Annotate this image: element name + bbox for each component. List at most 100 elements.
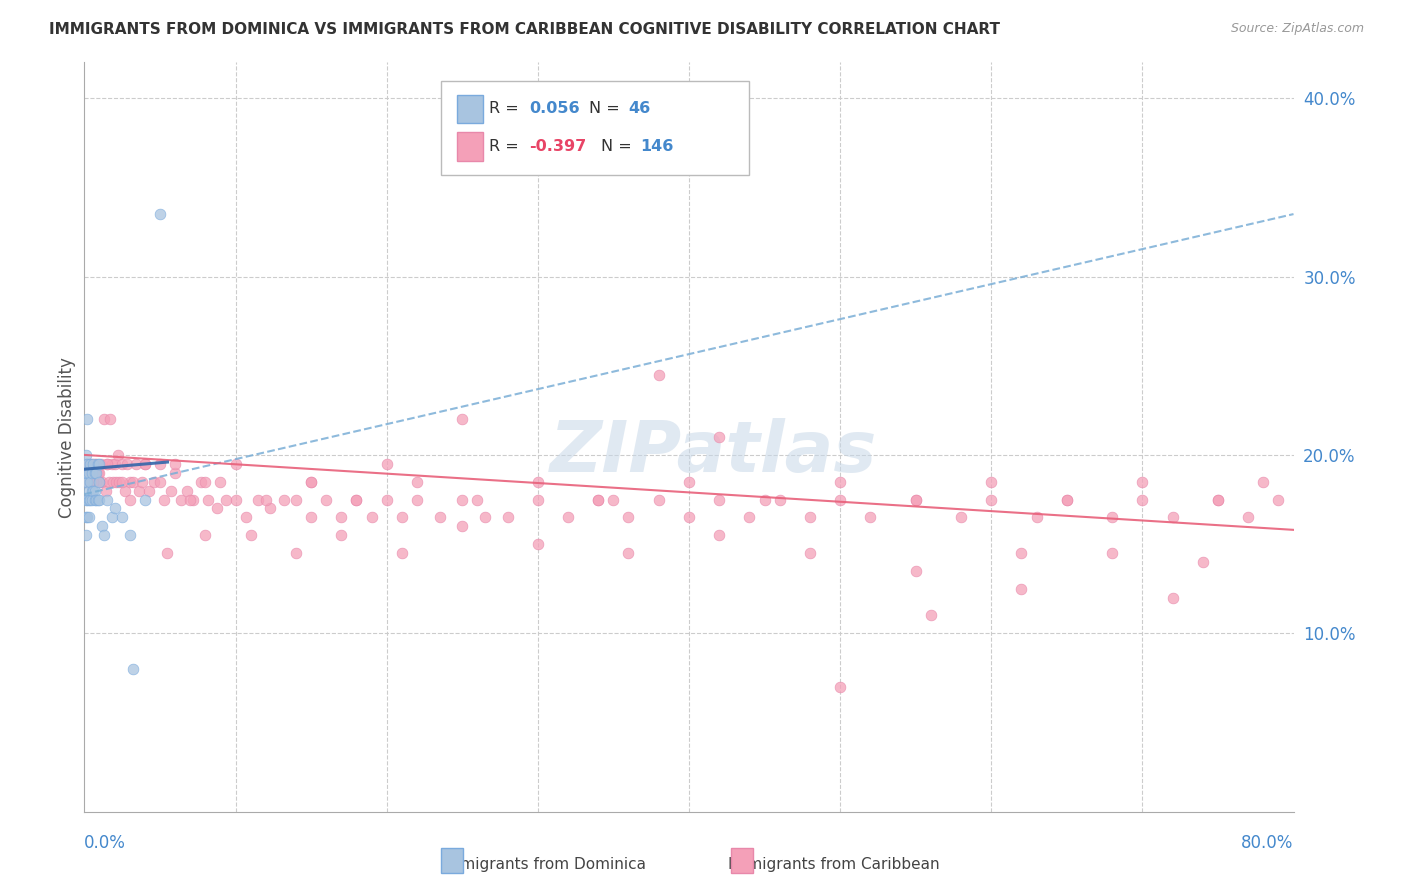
Point	[527, 537, 550, 551]
Point	[82, 475, 104, 489]
Point	[76, 412, 98, 426]
Text: 0.056: 0.056	[529, 102, 579, 116]
Bar	[731, 847, 754, 873]
Point	[1206, 492, 1229, 507]
Point	[134, 457, 156, 471]
Point	[678, 475, 700, 489]
Point	[980, 475, 1002, 489]
Point	[75, 457, 97, 471]
Point	[406, 492, 429, 507]
Point	[96, 457, 118, 471]
Point	[87, 457, 110, 471]
Point	[111, 510, 134, 524]
Point	[87, 466, 110, 480]
Point	[84, 483, 107, 498]
Point	[82, 483, 104, 498]
Point	[799, 546, 821, 560]
Point	[93, 528, 115, 542]
Point	[76, 475, 98, 489]
Point	[104, 457, 127, 471]
Point	[90, 457, 112, 471]
Point	[1056, 492, 1078, 507]
Text: R =: R =	[489, 102, 524, 116]
Point	[1056, 492, 1078, 507]
Point	[738, 510, 761, 524]
Point	[176, 483, 198, 498]
Point	[100, 510, 122, 524]
Point	[225, 457, 247, 471]
Y-axis label: Cognitive Disability: Cognitive Disability	[58, 357, 76, 517]
Point	[93, 412, 115, 426]
Point	[225, 492, 247, 507]
Point	[125, 457, 148, 471]
Point	[79, 492, 101, 507]
Bar	[457, 132, 484, 161]
Point	[105, 475, 128, 489]
Point	[194, 475, 217, 489]
Point	[118, 528, 141, 542]
Point	[138, 483, 160, 498]
Point	[86, 492, 108, 507]
Point	[299, 475, 322, 489]
Point	[190, 475, 212, 489]
Point	[602, 492, 624, 507]
Point	[950, 510, 973, 524]
Text: ZIPatlas: ZIPatlas	[550, 417, 877, 486]
Point	[153, 492, 176, 507]
Point	[1192, 555, 1215, 569]
Point	[111, 457, 134, 471]
Point	[799, 510, 821, 524]
Point	[156, 546, 179, 560]
Point	[207, 501, 229, 516]
Point	[84, 492, 107, 507]
Point	[1011, 582, 1033, 596]
Point	[76, 492, 98, 507]
Point	[134, 492, 156, 507]
Point	[76, 510, 98, 524]
Point	[1206, 492, 1229, 507]
Point	[79, 475, 101, 489]
Point	[346, 492, 368, 507]
Point	[179, 492, 201, 507]
Point	[82, 475, 104, 489]
Point	[96, 457, 118, 471]
Point	[91, 475, 114, 489]
Point	[165, 457, 187, 471]
Point	[769, 492, 792, 507]
Point	[648, 492, 671, 507]
Point	[247, 492, 270, 507]
Point	[91, 519, 114, 533]
Point	[617, 546, 640, 560]
Point	[429, 510, 451, 524]
Point	[131, 475, 153, 489]
Point	[149, 457, 172, 471]
Point	[104, 501, 127, 516]
Point	[1267, 492, 1289, 507]
Point	[84, 457, 107, 471]
Point	[89, 492, 111, 507]
Point	[904, 492, 927, 507]
Point	[114, 483, 136, 498]
Point	[170, 492, 193, 507]
Point	[754, 492, 776, 507]
Point	[391, 546, 413, 560]
Point	[859, 510, 882, 524]
Point	[84, 466, 107, 480]
Point	[159, 483, 181, 498]
Point	[118, 475, 141, 489]
Point	[299, 510, 322, 524]
FancyBboxPatch shape	[441, 81, 749, 175]
Point	[678, 510, 700, 524]
Point	[830, 492, 852, 507]
Point	[77, 492, 100, 507]
Point	[474, 510, 496, 524]
Text: Immigrants from Dominica: Immigrants from Dominica	[441, 856, 647, 871]
Text: Immigrants from Caribbean: Immigrants from Caribbean	[728, 856, 939, 871]
Point	[299, 475, 322, 489]
Point	[142, 475, 165, 489]
Point	[121, 662, 143, 676]
Point	[86, 475, 108, 489]
Point	[709, 528, 731, 542]
Point	[149, 475, 172, 489]
Point	[209, 475, 232, 489]
